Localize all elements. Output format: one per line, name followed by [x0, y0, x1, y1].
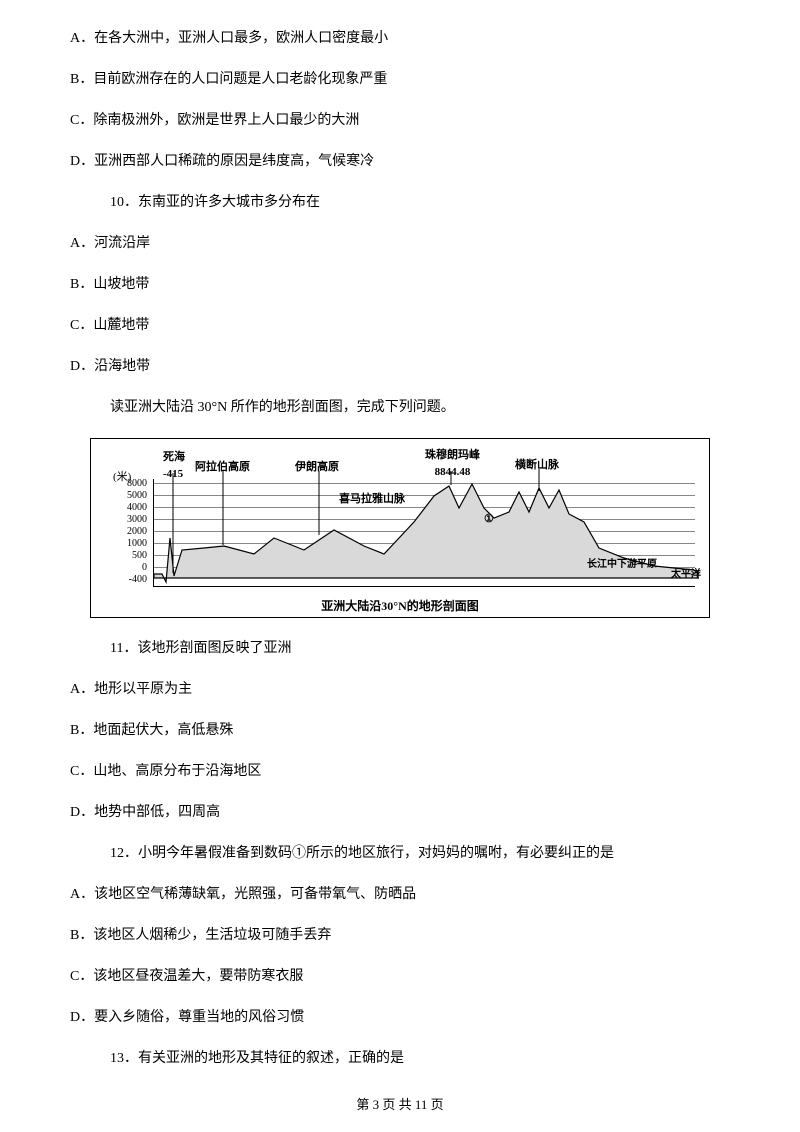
q12-option-d: D．要入乡随俗，尊重当地的风俗习惯 [70, 1007, 730, 1028]
q11-option-a: A．地形以平原为主 [70, 679, 730, 700]
y-ticks: 8000 5000 4000 3000 2000 1000 500 0 -400 [119, 479, 147, 587]
q10-option-a: A．河流沿岸 [70, 233, 730, 254]
circle-1-label: ① [484, 511, 494, 528]
label-hengduan: 横断山脉 [515, 457, 559, 474]
q11-option-b: B．地面起伏大，高低悬殊 [70, 720, 730, 741]
label-dead-sea: 死海 -415 [163, 449, 185, 482]
q12-option-c: C．该地区昼夜温差大，要带防寒衣服 [70, 966, 730, 987]
q12-option-a: A．该地区空气稀薄缺氧，光照强，可备带氧气、防晒品 [70, 884, 730, 905]
label-himalaya: 喜马拉雅山脉 [339, 491, 405, 508]
q9-option-b: B．目前欧洲存在的人口问题是人口老龄化现象严重 [70, 69, 730, 90]
q12-option-b: B．该地区人烟稀少，生活垃圾可随手丢弃 [70, 925, 730, 946]
q11-option-c: C．山地、高原分布于沿海地区 [70, 761, 730, 782]
q12-stem: 12．小明今年暑假准备到数码①所示的地区旅行，对妈妈的嘱咐，有必要纠正的是 [110, 843, 730, 864]
diagram-caption: 亚洲大陆沿30°N的地形剖面图 [91, 597, 709, 615]
label-iran: 伊朗高原 [295, 459, 339, 476]
label-pacific: 太平洋 [671, 567, 701, 582]
q10-option-d: D．沿海地带 [70, 356, 730, 377]
q10-option-b: B．山坡地带 [70, 274, 730, 295]
label-arab: 阿拉伯高原 [195, 459, 250, 476]
q9-option-c: C．除南极洲外，欧洲是世界上人口最少的大洲 [70, 110, 730, 131]
q10-stem: 10．东南亚的许多大城市多分布在 [110, 192, 730, 213]
passage-text: 读亚洲大陆沿 30°N 所作的地形剖面图，完成下列问题。 [110, 397, 730, 418]
profile-diagram: (米) 8000 5000 4000 3000 2000 1000 500 0 … [90, 438, 710, 618]
label-everest: 珠穆朗玛峰 8844.48 [425, 447, 480, 480]
q9-option-d: D．亚洲西部人口稀疏的原因是纬度高，气候寒冷 [70, 151, 730, 172]
label-yangtze: 长江中下游平原 [587, 557, 657, 572]
q11-stem: 11．该地形剖面图反映了亚洲 [110, 638, 730, 659]
ytick: -400 [119, 575, 147, 587]
q13-stem: 13．有关亚洲的地形及其特征的叙述，正确的是 [110, 1048, 730, 1069]
q11-option-d: D．地势中部低，四周高 [70, 802, 730, 823]
q10-option-c: C．山麓地带 [70, 315, 730, 336]
page-footer: 第 3 页 共 11 页 [0, 1095, 800, 1115]
q9-option-a: A．在各大洲中，亚洲人口最多，欧洲人口密度最小 [70, 28, 730, 49]
